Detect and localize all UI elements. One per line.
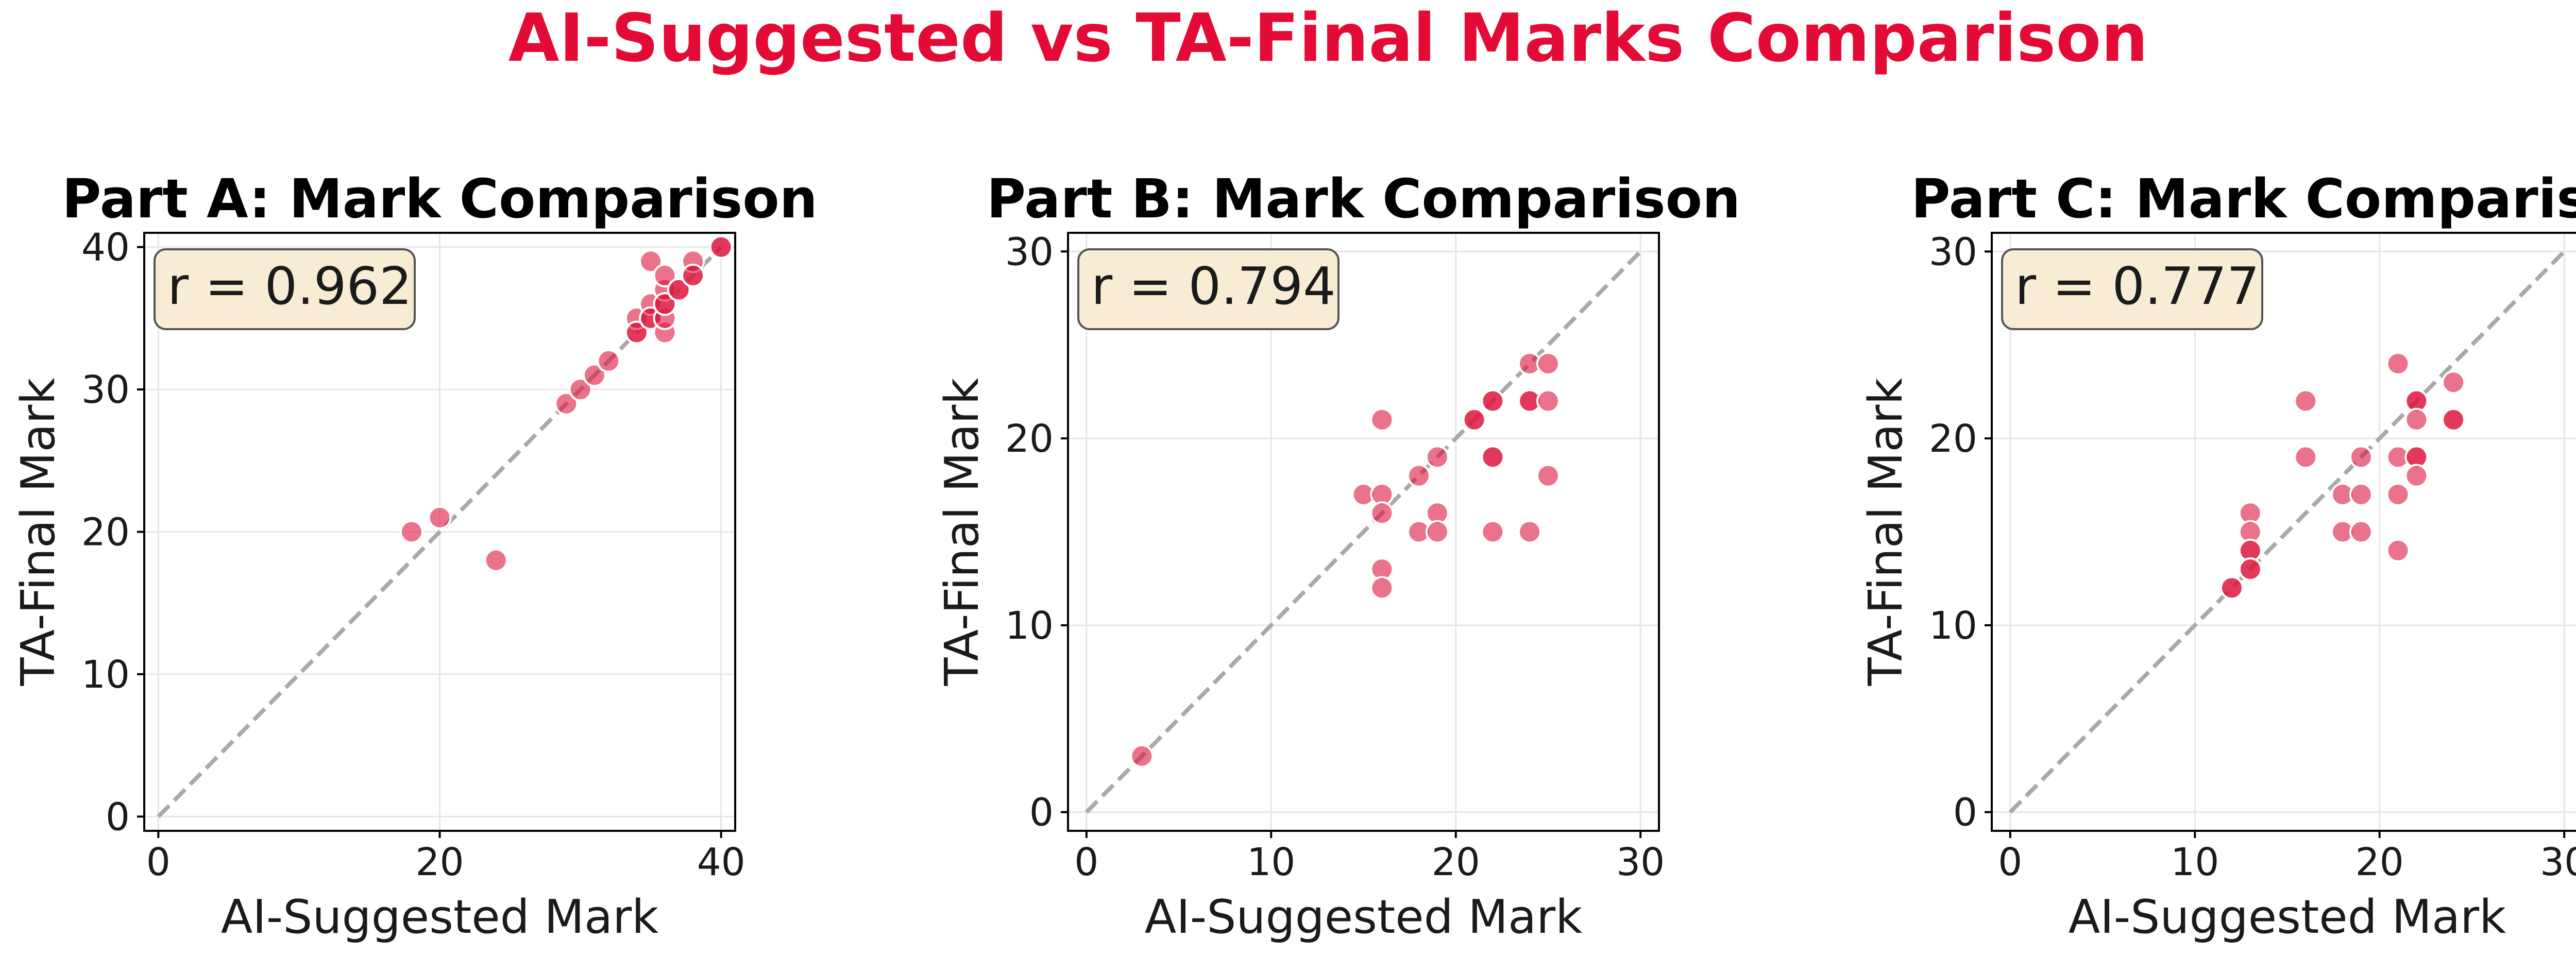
x-tick-label: 0 bbox=[1074, 840, 1098, 884]
data-point bbox=[399, 520, 423, 544]
data-point bbox=[554, 391, 579, 416]
correlation-box bbox=[1077, 248, 1340, 330]
y-tick-label: 0 bbox=[106, 795, 130, 839]
diagonal-line bbox=[1084, 250, 1642, 814]
panel-title: Part B: Mark Comparison bbox=[987, 167, 1740, 230]
data-point bbox=[2386, 351, 2410, 375]
diagonal-line bbox=[2008, 250, 2566, 814]
panel-b: 0 10 20 30 0 10 20 30 AI-Suggested Mark TA-Final … bbox=[935, 167, 1740, 944]
x-tick-label: 20 bbox=[1432, 840, 1480, 884]
y-tick-label: 10 bbox=[81, 653, 130, 697]
x-tick-label: 20 bbox=[415, 840, 464, 884]
panel-c: 0 10 20 30 0 10 20 30 AI-Suggested Mark TA-Final … bbox=[1859, 167, 2576, 944]
data-point bbox=[1370, 407, 1394, 432]
data-point bbox=[568, 378, 592, 402]
y-tick-label: 0 bbox=[1029, 791, 1054, 835]
axes-frame bbox=[1991, 232, 2576, 832]
data-point bbox=[1425, 445, 1449, 469]
data-point bbox=[681, 263, 705, 287]
x-tick-label: 30 bbox=[2540, 840, 2576, 884]
data-point bbox=[2404, 407, 2429, 432]
y-tick-label: 0 bbox=[1953, 791, 1977, 835]
data-point bbox=[582, 363, 606, 387]
axes-frame bbox=[1067, 232, 1660, 832]
data-point bbox=[2404, 464, 2429, 488]
data-point bbox=[2294, 389, 2318, 413]
diagonal-line bbox=[157, 245, 723, 818]
x-tick-label: 20 bbox=[2355, 840, 2404, 884]
data-point bbox=[709, 235, 733, 259]
data-point bbox=[1370, 576, 1394, 600]
x-tick-label: 10 bbox=[1247, 840, 1295, 884]
y-tick-label: 20 bbox=[81, 510, 130, 555]
y-tick-label: 10 bbox=[1005, 604, 1054, 648]
correlation-box bbox=[2001, 248, 2263, 330]
data-point bbox=[1536, 464, 1560, 488]
y-tick-label: 30 bbox=[1929, 230, 1977, 274]
data-point bbox=[2442, 370, 2466, 395]
correlation-label: r = 0.777 bbox=[2015, 256, 2260, 316]
data-point bbox=[1536, 351, 1560, 375]
data-point bbox=[2386, 482, 2410, 506]
data-point bbox=[2238, 557, 2262, 582]
y-tick-label: 40 bbox=[81, 226, 130, 270]
data-point bbox=[667, 278, 691, 302]
panels: 0 20 40 0 10 20 30 40 AI-Suggested Mark TA-Final … bbox=[11, 167, 2576, 944]
y-tick-label: 30 bbox=[81, 368, 130, 412]
data-point bbox=[2349, 445, 2373, 469]
y-axis-label: TA-Final Mark bbox=[1859, 378, 1913, 686]
data-point bbox=[1462, 407, 1486, 432]
x-axis-label: AI-Suggested Mark bbox=[1145, 890, 1583, 944]
data-point bbox=[1130, 744, 1154, 768]
x-tick-label: 10 bbox=[2171, 840, 2219, 884]
y-tick-label: 30 bbox=[1005, 230, 1054, 274]
figure-title: AI-Suggested vs TA-Final Marks Compariso… bbox=[509, 0, 2148, 77]
data-point bbox=[2294, 445, 2318, 469]
x-tick-label: 0 bbox=[146, 840, 171, 884]
data-point bbox=[428, 505, 452, 530]
y-axis-label: TA-Final Mark bbox=[935, 378, 989, 686]
x-tick-label: 0 bbox=[1998, 840, 2022, 884]
data-point bbox=[484, 548, 508, 572]
y-tick-label: 10 bbox=[1929, 604, 1977, 648]
panel-a: 0 20 40 0 10 20 30 40 AI-Suggested Mark TA-Final … bbox=[11, 167, 818, 944]
data-point bbox=[1425, 520, 1449, 544]
data-point bbox=[653, 263, 677, 287]
data-point bbox=[1481, 520, 1505, 544]
correlation-label: r = 0.962 bbox=[167, 256, 412, 316]
data-point bbox=[1536, 389, 1560, 413]
y-axis-label: TA-Final Mark bbox=[11, 378, 65, 686]
y-tick-label: 20 bbox=[1929, 417, 1977, 461]
data-point bbox=[1481, 445, 1505, 469]
data-point bbox=[2349, 482, 2373, 506]
data-point bbox=[639, 249, 663, 274]
x-tick-label: 40 bbox=[697, 840, 745, 884]
data-point bbox=[597, 349, 621, 373]
correlation-label: r = 0.794 bbox=[1091, 256, 1336, 316]
data-point bbox=[2386, 538, 2410, 562]
data-point bbox=[1407, 464, 1431, 488]
panel-title: Part C: Mark Comparison bbox=[1911, 167, 2576, 230]
data-point bbox=[1481, 389, 1505, 413]
data-point bbox=[2349, 520, 2373, 544]
data-point bbox=[1518, 520, 1542, 544]
correlation-box bbox=[154, 248, 416, 330]
y-tick-label: 20 bbox=[1005, 417, 1054, 461]
data-point bbox=[653, 292, 677, 316]
x-axis-label: AI-Suggested Mark bbox=[221, 890, 659, 944]
data-point bbox=[624, 320, 649, 345]
data-point bbox=[2219, 576, 2244, 600]
x-axis-label: AI-Suggested Mark bbox=[2069, 890, 2506, 944]
x-tick-label: 30 bbox=[1616, 840, 1665, 884]
data-point bbox=[2442, 407, 2466, 432]
data-point bbox=[1370, 501, 1394, 525]
panel-title: Part A: Mark Comparison bbox=[62, 167, 817, 230]
